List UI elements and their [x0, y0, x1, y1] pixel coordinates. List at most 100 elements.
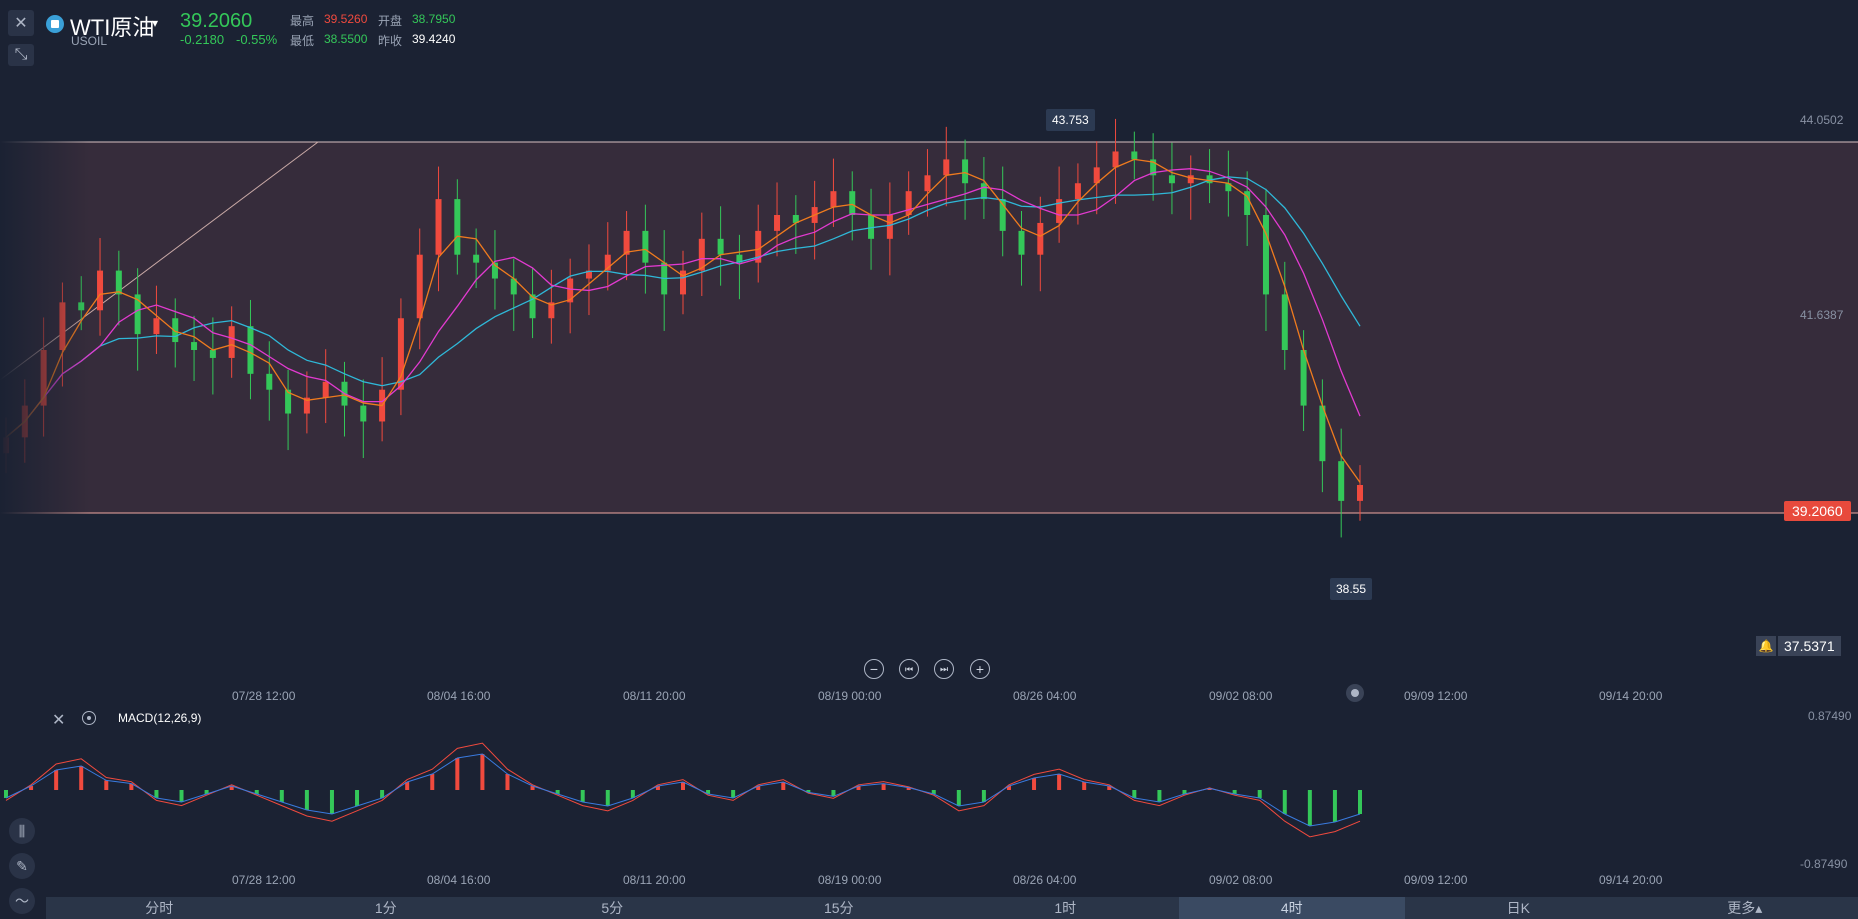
macd-x-label: 09/09 12:00 [1404, 873, 1468, 887]
high-label: 最高 [290, 14, 315, 28]
tab-5[interactable]: 4时 [1178, 897, 1405, 919]
macd-bar [881, 783, 886, 790]
macd-bar [655, 785, 660, 790]
macd-x-label: 07/28 12:00 [232, 873, 296, 887]
macd-dif-line [5, 742, 1361, 838]
price-band [0, 142, 1858, 513]
draw-tool-icon[interactable]: ✎ [9, 853, 35, 879]
candle-body [510, 278, 517, 295]
candle-body [1074, 183, 1081, 200]
candle-body [416, 254, 423, 319]
zoom-out-icon[interactable]: − [864, 659, 884, 679]
macd-title: MACD(12,26,9) [118, 711, 202, 725]
macd-bar [505, 773, 510, 790]
macd-bar [455, 757, 460, 790]
candle-body [491, 262, 498, 279]
tab-4[interactable]: 1时 [1054, 900, 1077, 916]
candle-body [1131, 151, 1138, 160]
tab-7[interactable]: 更多▴ [1727, 900, 1763, 916]
main-x-label: 08/11 20:00 [623, 689, 686, 703]
candle-body [1357, 485, 1363, 501]
last-price: 39.2060 [180, 10, 253, 32]
macd-close-icon[interactable]: ✕ [52, 712, 66, 729]
macd-bar [179, 790, 184, 803]
macd-bar [630, 790, 635, 799]
macd-bar [1257, 790, 1262, 799]
macd-x-label: 08/19 00:00 [818, 873, 882, 887]
prev-close-value: 39.4240 [412, 32, 456, 46]
candle-body [905, 191, 912, 215]
timeframe-tabbar: 分时 1分 5分 15分 1时 4时 日K 更多▴ [46, 897, 1858, 919]
line-tool-icon[interactable]: 〜 [9, 888, 35, 914]
candle-body [868, 215, 875, 239]
macd-y-top: 0.87490 [1808, 709, 1852, 723]
macd-bar [555, 790, 560, 795]
candle-body [191, 342, 198, 350]
candle-body [1187, 175, 1194, 184]
macd-bar [229, 785, 234, 790]
close-icon[interactable]: ✕ [8, 10, 34, 36]
candle-body [454, 199, 461, 255]
candle-body [1262, 215, 1269, 295]
tab-2[interactable]: 5分 [601, 900, 624, 916]
macd-bar [756, 785, 761, 790]
open-label: 开盘 [378, 14, 403, 28]
symbol-logo-icon [46, 15, 64, 33]
macd-bar [1057, 773, 1062, 790]
candle-body [1112, 151, 1119, 168]
macd-bar [1082, 781, 1087, 790]
candle-body [1319, 405, 1326, 462]
y-label-mid: 41.6387 [1800, 308, 1844, 322]
candle-body [1338, 461, 1345, 501]
macd-bar [1032, 777, 1037, 790]
shrink-icon[interactable]: ⤡ [8, 44, 34, 66]
main-x-label: 09/02 08:00 [1209, 689, 1273, 703]
candle-body [1244, 191, 1251, 215]
macd-bars-group [4, 753, 1362, 827]
candle-body [134, 294, 141, 335]
low-value: 38.5500 [324, 32, 368, 46]
symbol-dropdown-icon[interactable]: ▾ [152, 16, 159, 30]
macd-bar [1207, 788, 1212, 790]
tab-3[interactable]: 15分 [823, 900, 854, 916]
main-chart[interactable] [0, 60, 1858, 710]
macd-bar [981, 790, 986, 803]
low-label: 最低 [290, 34, 315, 48]
skip-back-icon[interactable]: ⏮ [899, 659, 919, 679]
main-x-label: 09/14 20:00 [1599, 689, 1663, 703]
scroll-end-icon[interactable] [1346, 684, 1364, 702]
ma-mid-line [5, 168, 1361, 438]
skip-forward-icon[interactable]: ⏭ [934, 659, 954, 679]
candle-body [1150, 159, 1157, 176]
bell-icon[interactable]: 🔔 [1756, 636, 1776, 656]
candle-body [980, 183, 987, 200]
price-change: -0.2180 [180, 32, 225, 47]
tab-0[interactable]: 分时 [145, 900, 174, 916]
candle-body [943, 159, 950, 176]
macd-settings-icon[interactable] [82, 711, 96, 725]
candle-body [642, 230, 649, 263]
macd-chart[interactable] [0, 720, 1858, 880]
zoom-in-icon[interactable]: + [970, 659, 990, 679]
macd-bar [1332, 790, 1337, 823]
macd-bar [1006, 785, 1011, 790]
indicator-tool-icon[interactable]: ⫼ [9, 818, 35, 844]
macd-bar [1132, 790, 1137, 799]
symbol-name[interactable]: WTI原油 [70, 15, 155, 40]
tab-1[interactable]: 1分 [374, 900, 397, 916]
main-x-label: 08/26 04:00 [1013, 689, 1077, 703]
macd-bar [931, 790, 936, 795]
macd-bar [380, 790, 385, 799]
candle-body [698, 238, 705, 271]
tab-6[interactable]: 日K [1506, 900, 1530, 916]
macd-bar [54, 769, 59, 790]
candle-body [228, 326, 235, 358]
candle-body [680, 270, 686, 295]
symbol-code: USOIL [71, 34, 108, 48]
high-callout: 43.753 [1046, 109, 1095, 131]
y-label-top: 44.0502 [1800, 113, 1844, 127]
candle-body [172, 318, 179, 343]
candle-body [473, 254, 480, 263]
candle-body [1168, 175, 1175, 184]
macd-bar [204, 790, 209, 795]
